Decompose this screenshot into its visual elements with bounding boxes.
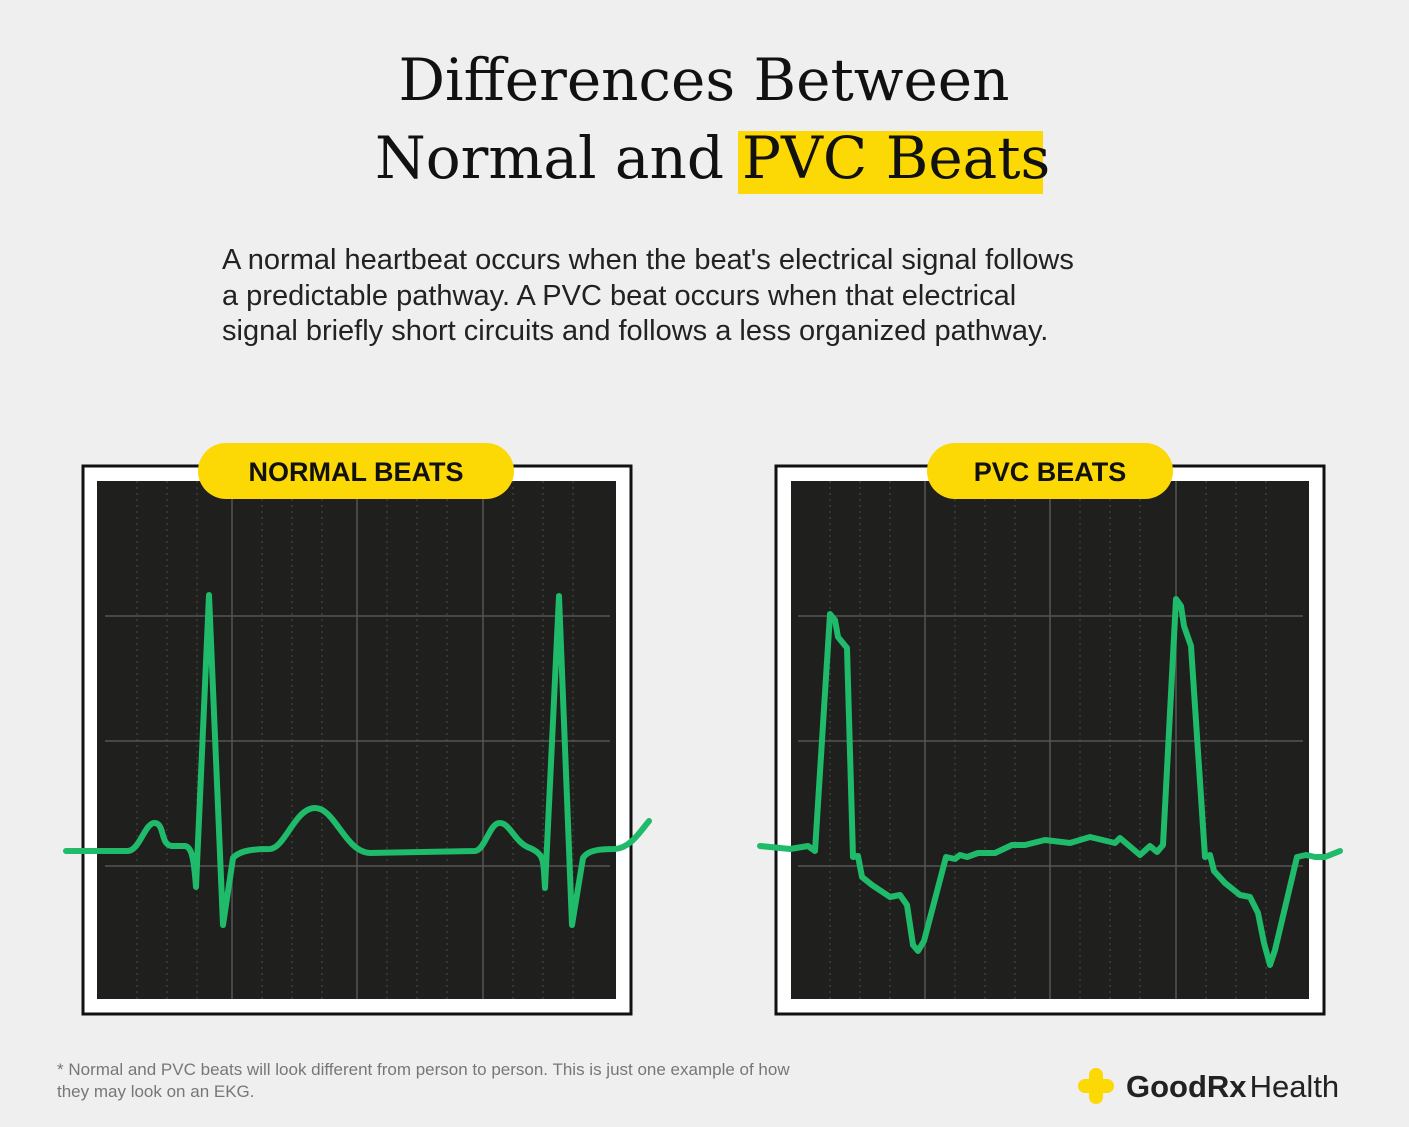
description-line: A normal heartbeat occurs when the beat'… <box>222 244 1074 276</box>
major-grid <box>798 481 1303 999</box>
logo-suffix: Health <box>1250 1069 1340 1104</box>
ekg-panel: NORMAL BEATS <box>63 443 652 1016</box>
panel-label-pill <box>198 443 514 499</box>
minor-grid <box>829 481 1267 999</box>
footnote-line: * Normal and PVC beats will look differe… <box>57 1060 790 1079</box>
title-highlight-text: PVC Beats <box>742 124 1050 192</box>
logo-brand: GoodRx <box>1126 1069 1247 1104</box>
title-line: Differences Between <box>399 46 1010 114</box>
ekg-trace <box>63 592 652 928</box>
panel-label: NORMAL BEATS <box>249 457 464 487</box>
description-line: signal briefly short circuits and follow… <box>222 315 1048 347</box>
panel-label-pill <box>927 443 1173 499</box>
title-highlight <box>738 131 1043 194</box>
major-grid <box>105 481 610 999</box>
ekg-panel: PVC BEATS <box>757 443 1343 1016</box>
minor-grid <box>136 481 574 999</box>
title-line: Normal and <box>375 124 724 192</box>
footnote-line: they may look on an EKG. <box>57 1082 255 1101</box>
ekg-trace <box>757 596 1343 968</box>
logo-icon <box>1078 1068 1114 1104</box>
logo-text: GoodRxHealth <box>1126 1069 1339 1104</box>
description-line: a predictable pathway. A PVC beat occurs… <box>222 280 1016 312</box>
logo: GoodRxHealth <box>1078 1068 1339 1104</box>
panel-label: PVC BEATS <box>974 457 1127 487</box>
